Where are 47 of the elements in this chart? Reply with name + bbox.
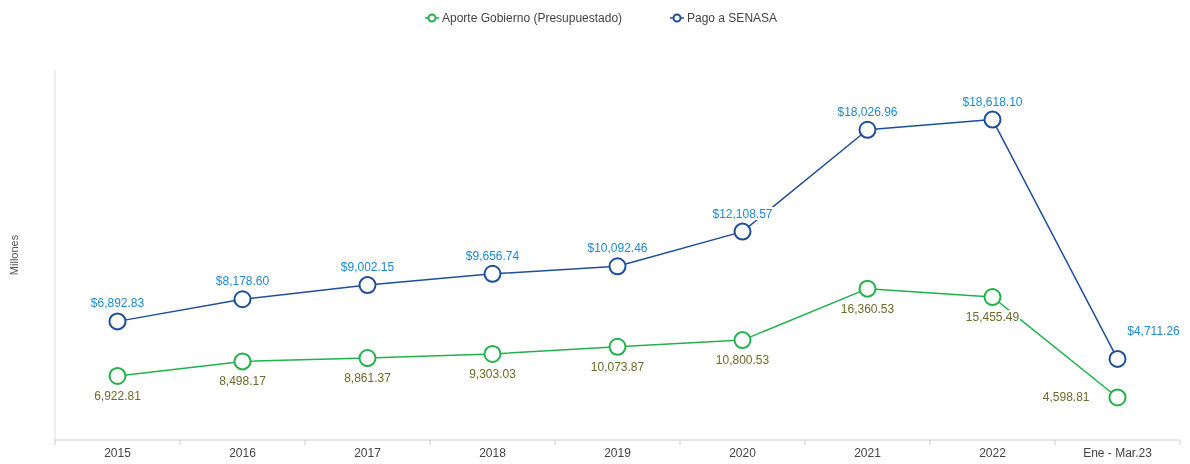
x-tick-label: 2017: [354, 446, 382, 460]
point: [233, 290, 252, 309]
point: [858, 120, 877, 139]
x-tick-label: 2021: [854, 446, 882, 460]
legend-label: Aporte Gobierno (Presupuestado): [442, 11, 623, 25]
x-tick-label: 2015: [104, 446, 132, 460]
point: [1108, 388, 1127, 407]
data-label: 8,498.17: [219, 374, 267, 389]
y-axis-title: Millones: [8, 234, 20, 276]
data-label: $18,618.10: [962, 94, 1023, 109]
data-label: $18,026.96: [837, 104, 898, 119]
data-label: 9,303.03: [469, 366, 517, 381]
data-label: 16,360.53: [840, 301, 895, 316]
data-label: $9,002.15: [340, 260, 395, 275]
point: [983, 110, 1002, 129]
point: [1108, 349, 1127, 368]
x-tick-label: 2022: [979, 446, 1007, 460]
data-label: 8,861.37: [344, 371, 392, 386]
x-tick-label: Ene - Mar.23: [1083, 446, 1153, 460]
point: [108, 366, 127, 385]
point: [733, 331, 752, 350]
data-label: 15,455.49: [965, 310, 1020, 325]
data-label: $9,656.74: [465, 248, 520, 263]
point: [483, 344, 502, 363]
x-tick-label: 2016: [229, 446, 257, 460]
x-tick-label: 2020: [729, 446, 757, 460]
point: [358, 276, 377, 295]
data-label: 4,598.81: [1042, 390, 1090, 405]
legend-label: Pago a SENASA: [687, 11, 778, 25]
point: [233, 352, 252, 371]
data-label: 10,073.87: [590, 359, 645, 374]
x-tick-label: 2018: [479, 446, 507, 460]
point: [733, 222, 752, 241]
data-label: 10,800.53: [715, 353, 770, 368]
data-label: $4,711.26: [1127, 323, 1181, 338]
point: [858, 279, 877, 298]
point: [483, 264, 502, 283]
data-label: $6,892.83: [90, 296, 145, 311]
point: [358, 349, 377, 368]
data-label: $10,092.46: [587, 241, 648, 256]
point: [608, 257, 627, 276]
data-label: 6,922.81: [94, 388, 142, 403]
point: [108, 312, 127, 331]
point: [983, 288, 1002, 307]
x-tick-label: 2019: [604, 446, 632, 460]
point: [608, 337, 627, 356]
data-label: $8,178.60: [215, 274, 270, 289]
